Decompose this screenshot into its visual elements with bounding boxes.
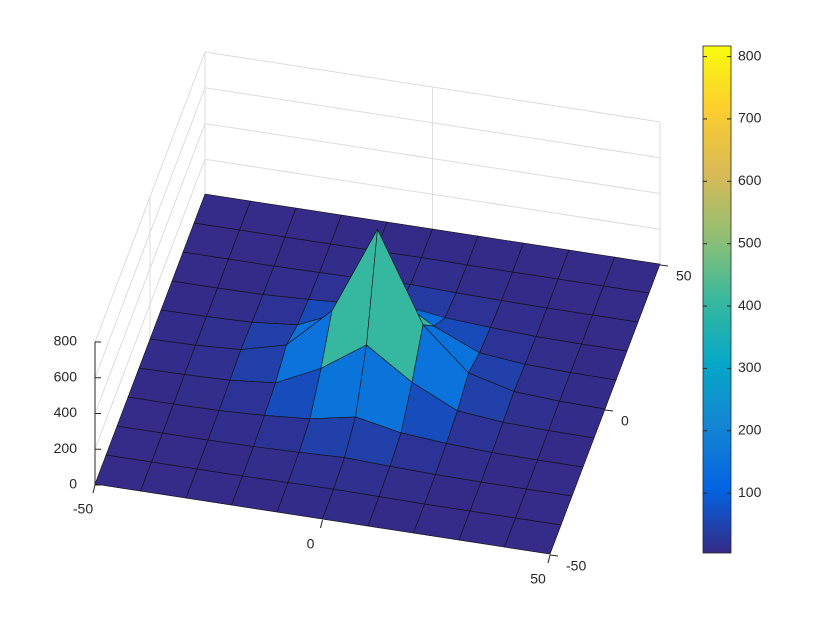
colorbar-tick-label: 800 bbox=[738, 47, 762, 63]
axes: 0 200 400 600 800 -50 0 50 -50 0 50 bbox=[54, 264, 692, 587]
colorbar-tick-label: 600 bbox=[738, 172, 762, 188]
y-tick bbox=[604, 409, 614, 412]
colorbar-tick-label: 500 bbox=[738, 234, 762, 250]
surface-patch bbox=[504, 517, 562, 555]
colorbar-tick-label: 700 bbox=[738, 110, 762, 126]
z-tick-label: 0 bbox=[69, 476, 77, 492]
colorbar-tick-label: 100 bbox=[738, 484, 762, 500]
surface bbox=[94, 193, 661, 555]
y-tick-label: 0 bbox=[621, 413, 629, 429]
x-tick-label: 50 bbox=[530, 571, 546, 587]
colorbar-tick-label: 200 bbox=[738, 421, 762, 437]
colorbar-tick-label: 400 bbox=[738, 297, 762, 313]
x-tick bbox=[320, 519, 323, 529]
z-tick-label: 200 bbox=[54, 440, 78, 456]
y-tick bbox=[549, 554, 559, 557]
z-tick-label: 800 bbox=[54, 333, 78, 349]
x-tick-label: -50 bbox=[73, 501, 93, 517]
z-tick-label: 400 bbox=[54, 404, 78, 420]
y-tick bbox=[659, 264, 669, 267]
colorbar-ticks: 100 200 300 400 500 600 700 800 bbox=[703, 47, 762, 500]
x-tick-label: 0 bbox=[307, 536, 315, 552]
x-tick bbox=[547, 554, 551, 564]
x-tick bbox=[92, 484, 96, 494]
z-tick-label: 600 bbox=[54, 368, 78, 384]
colorbar bbox=[702, 45, 732, 554]
y-tick-label: 50 bbox=[676, 268, 692, 284]
colorbar-tick-label: 300 bbox=[738, 359, 762, 375]
y-tick-label: -50 bbox=[566, 558, 586, 574]
